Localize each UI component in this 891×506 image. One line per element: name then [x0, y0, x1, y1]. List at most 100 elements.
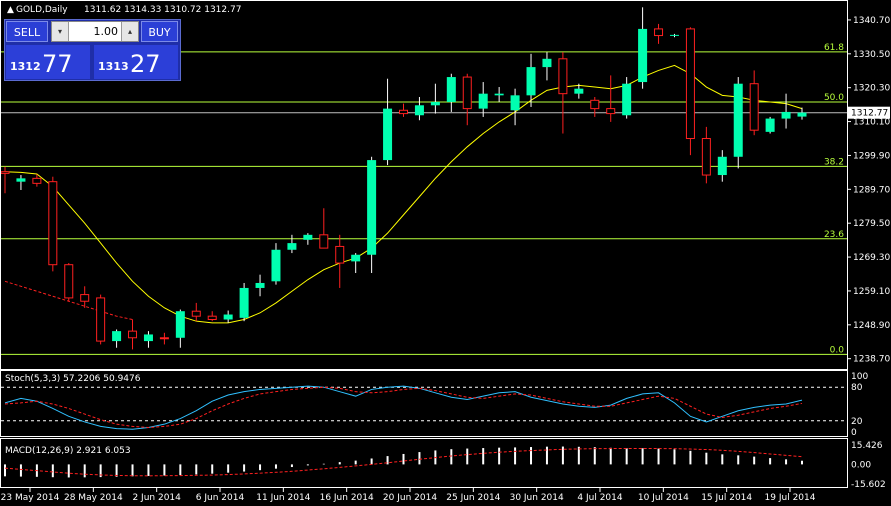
candle-body[interactable] [701, 138, 711, 176]
candle-body[interactable] [462, 76, 472, 110]
candle-body[interactable] [383, 108, 393, 161]
candle-body[interactable] [669, 34, 679, 36]
candle-body[interactable] [175, 311, 185, 338]
candle-body[interactable] [685, 28, 695, 140]
lot-size-value[interactable]: 1.00 [93, 25, 119, 38]
sell-quote[interactable]: 1312 77 [6, 45, 90, 79]
candle-body[interactable] [367, 160, 377, 255]
stoch-label: Stoch(5,3,3) 57.2206 50.9476 [5, 374, 141, 384]
candle-body[interactable] [399, 109, 408, 115]
candle-body[interactable] [414, 105, 424, 116]
price-tick-label: 1269.30 [853, 253, 890, 263]
fib-level-label: 61.8 [824, 43, 844, 53]
candle-body[interactable] [223, 314, 233, 320]
macd-tick-label: -15.602 [851, 480, 886, 490]
buy-quote[interactable]: 1313 27 [94, 45, 178, 79]
price-tick-label: 1238.70 [853, 355, 890, 365]
candle-body[interactable] [207, 315, 217, 321]
sell-button[interactable]: SELL [6, 21, 48, 42]
price-tick-label: 1330.50 [853, 50, 890, 60]
candle-body[interactable] [797, 112, 807, 117]
candle-body[interactable] [765, 118, 775, 132]
candle-body[interactable] [80, 294, 90, 302]
candle-body[interactable] [654, 28, 664, 37]
current-price-box [848, 106, 890, 119]
date-label: 10 Jul 2014 [638, 493, 689, 503]
candle-body[interactable] [319, 234, 329, 249]
buy-quote-pips: 27 [130, 50, 161, 78]
lot-decrease-icon[interactable]: ▾ [52, 22, 69, 41]
date-label: 16 Jun 2014 [320, 493, 374, 503]
candle-body[interactable] [526, 67, 536, 96]
macd-tick-label: 15.426 [851, 441, 883, 451]
macd-label: MACD(12,26,9) 2.921 6.053 [5, 446, 131, 456]
date-label: 6 Jun 2014 [196, 493, 245, 503]
macd-pane-border [0, 438, 848, 488]
stochastic-pane[interactable] [1, 385, 847, 430]
buy-quote-big-figure: 1313 [98, 60, 129, 73]
price-tick-label: 1340.70 [853, 16, 890, 26]
date-label: 20 Jun 2014 [383, 493, 437, 503]
candle-body[interactable] [128, 330, 138, 339]
one-click-trading-panel: SELL ▾ 1.00 ▴ BUY 1312 77 1313 27 [4, 19, 181, 81]
candle-body[interactable] [733, 83, 743, 157]
chart-title-arrow-icon: ▲ [7, 5, 14, 15]
candle-body[interactable] [16, 178, 26, 182]
candle-body[interactable] [64, 264, 74, 299]
candle-body[interactable] [749, 83, 759, 131]
price-pane-border [0, 0, 848, 370]
macd-tick-label: 0.00 [851, 460, 871, 470]
fib-level-label: 38.2 [824, 157, 844, 167]
date-label: 25 Jun 2014 [446, 493, 500, 503]
buy-button[interactable]: BUY [141, 21, 178, 42]
candle-body[interactable] [191, 310, 201, 317]
candle-body[interactable] [781, 111, 791, 119]
candle-body[interactable] [510, 95, 520, 111]
sell-quote-big-figure: 1312 [10, 60, 41, 73]
candle-body[interactable] [143, 334, 153, 342]
stoch-tick-label: 80 [851, 383, 863, 393]
candle-body[interactable] [542, 58, 552, 68]
candle-body[interactable] [96, 297, 106, 342]
candle-body[interactable] [271, 249, 281, 282]
ohlc-header: 1311.62 1314.33 1310.72 1312.77 [84, 5, 241, 15]
lot-size-field[interactable]: ▾ 1.00 ▴ [51, 21, 139, 42]
stoch-pane-border [0, 370, 848, 437]
price-pane[interactable]: 61.8 50.0 38.2 23.6 0.0 [0, 7, 847, 355]
candle-body[interactable] [287, 243, 297, 250]
price-tick-label: 1310.10 [853, 118, 890, 128]
price-tick-label: 1320.30 [853, 84, 890, 94]
stoch-signal-line [4, 386, 803, 429]
current-price-label: 1312.77 [851, 109, 888, 119]
date-label: 30 Jun 2014 [510, 493, 564, 503]
candle-body[interactable] [717, 156, 727, 176]
candle-body[interactable] [494, 93, 504, 96]
candle-body[interactable] [430, 101, 440, 106]
price-tick-label: 1248.90 [853, 321, 890, 331]
candle-body[interactable] [446, 77, 456, 102]
lot-increase-icon[interactable]: ▴ [121, 22, 138, 41]
candle-body[interactable] [558, 58, 568, 95]
price-tick-label: 1289.70 [853, 185, 890, 195]
candle-body[interactable] [255, 282, 265, 288]
candle-body[interactable] [32, 177, 42, 184]
candle-body[interactable] [48, 181, 58, 266]
sell-quote-pips: 77 [42, 50, 73, 78]
candle-body[interactable] [622, 83, 632, 116]
candle-body[interactable] [478, 93, 488, 109]
candle-body[interactable] [606, 108, 616, 115]
candle-body[interactable] [159, 337, 169, 340]
candle-body[interactable] [112, 331, 122, 342]
candle-body[interactable] [351, 254, 361, 262]
candle-body[interactable] [303, 234, 313, 240]
candle-body[interactable] [590, 99, 600, 110]
candle-body[interactable] [638, 28, 648, 83]
candle-body[interactable] [0, 171, 10, 174]
candle-body[interactable] [239, 287, 249, 318]
candle-body[interactable] [335, 245, 345, 264]
macd-pane[interactable] [4, 446, 803, 478]
candle-body[interactable] [574, 88, 584, 94]
fib-level-label: 50.0 [824, 93, 844, 103]
